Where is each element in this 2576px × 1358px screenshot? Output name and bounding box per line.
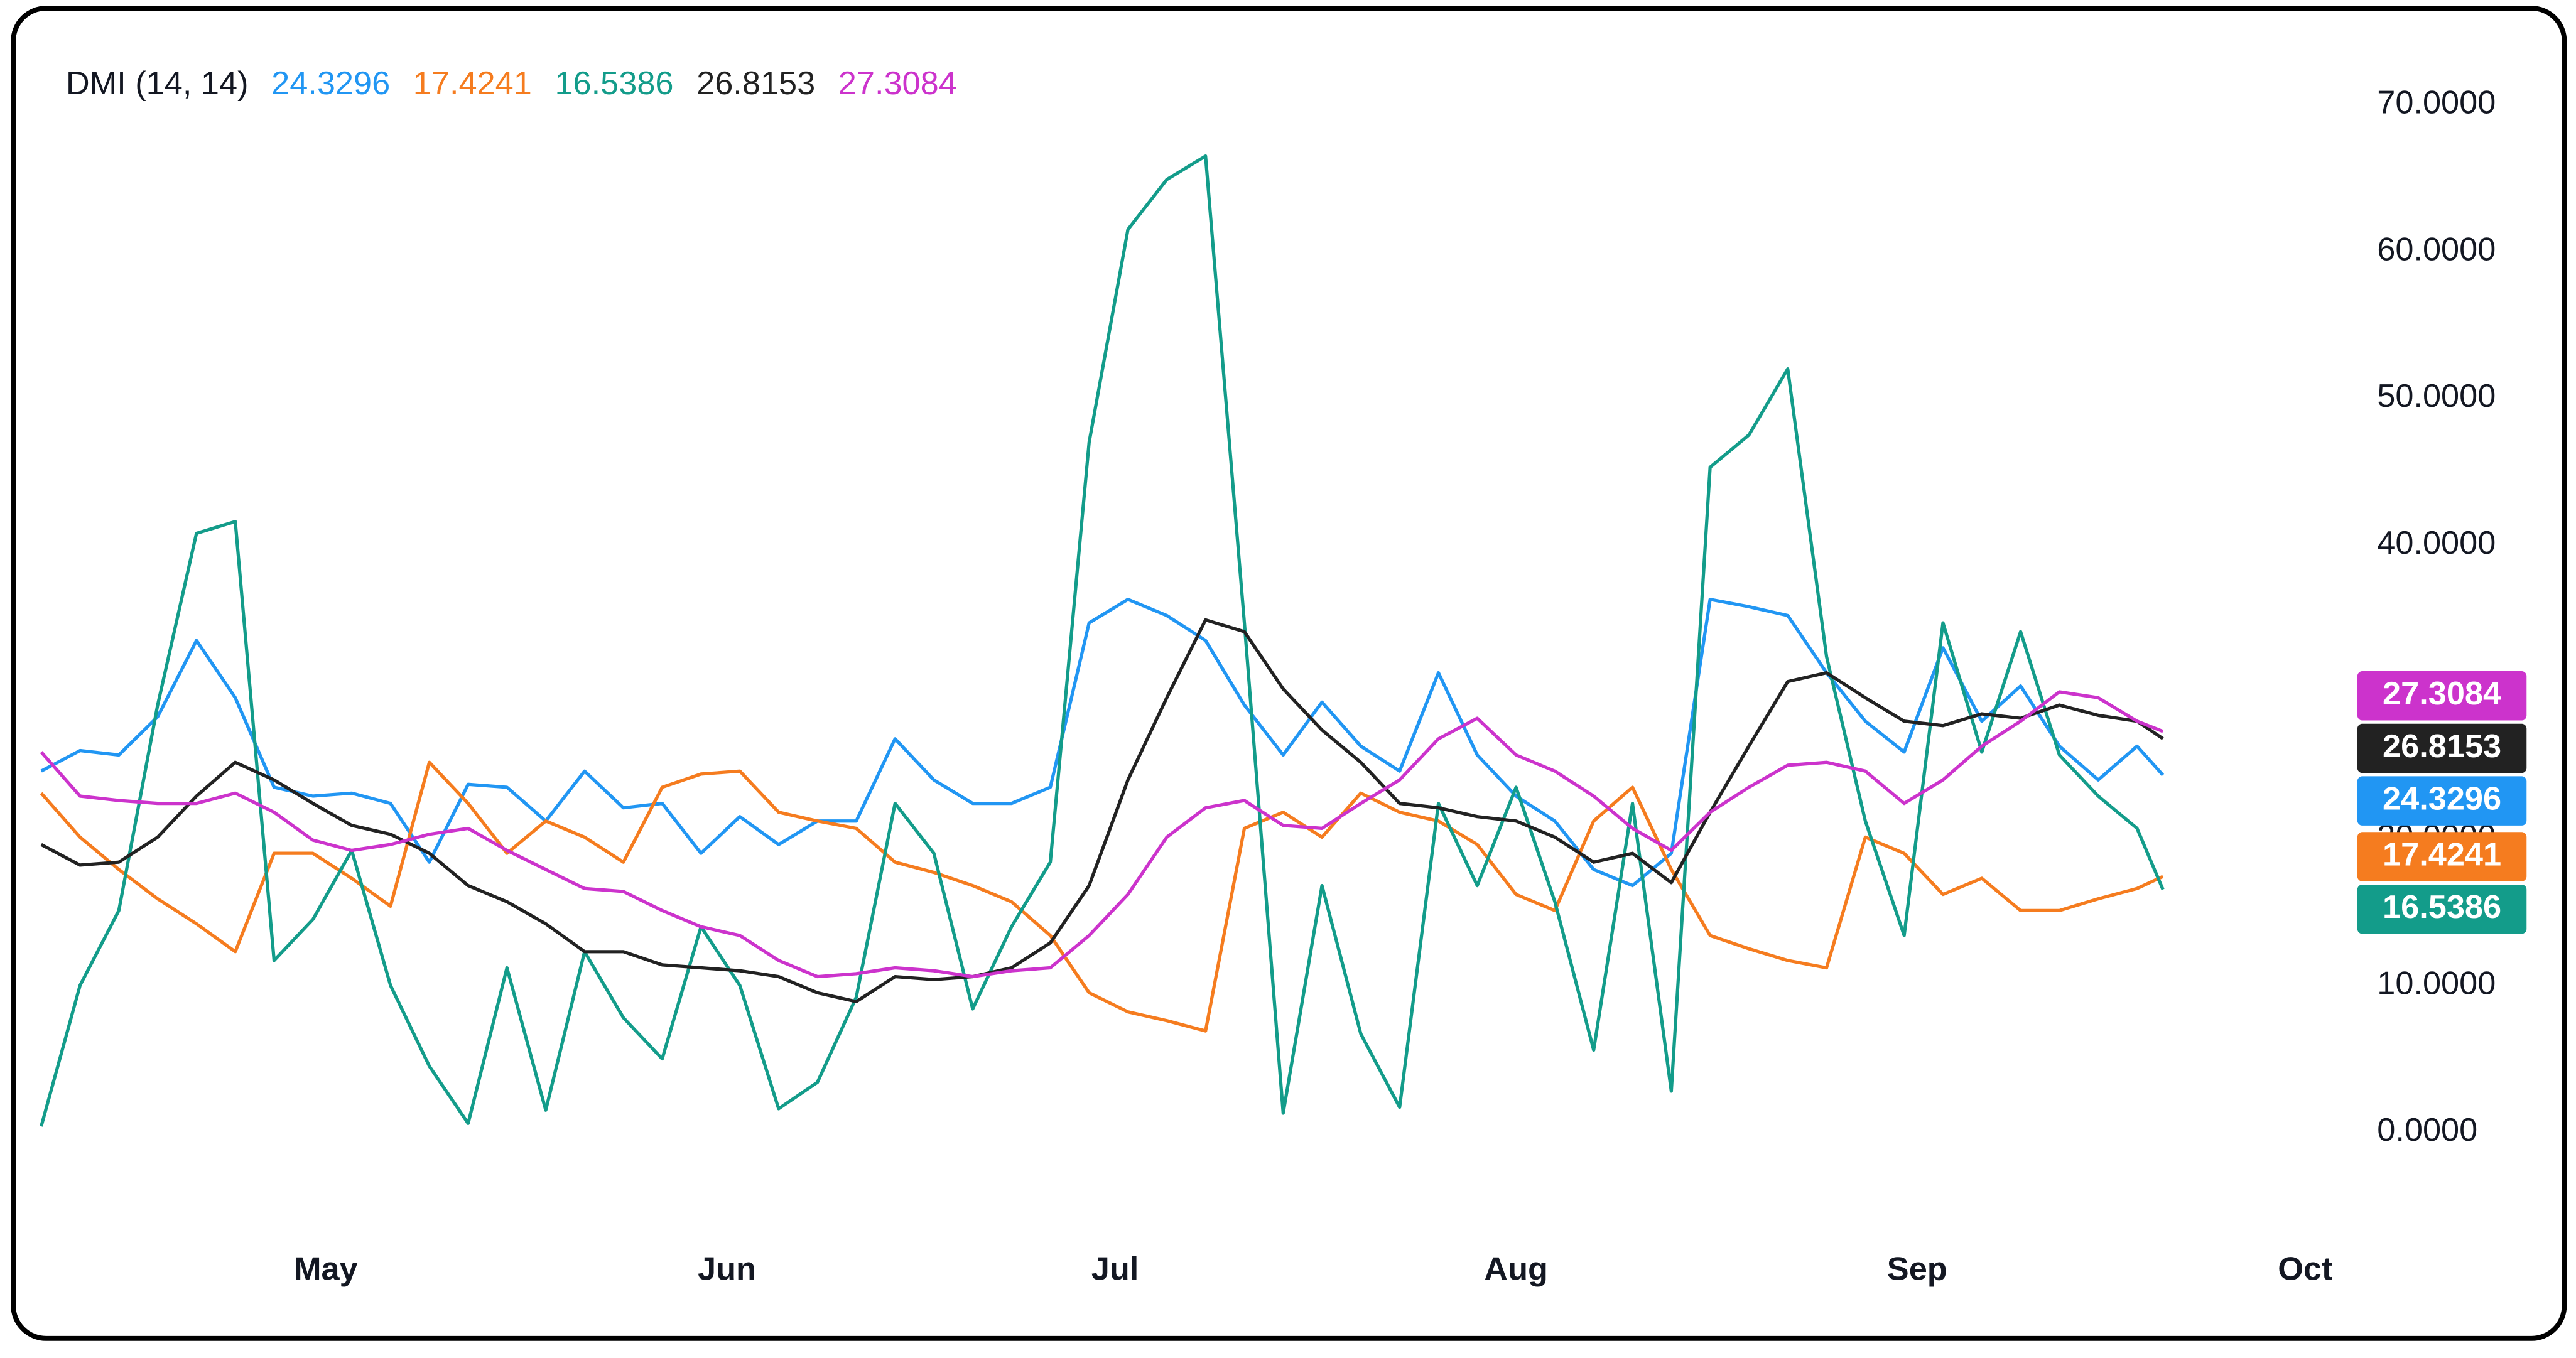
value-badge: [2357, 884, 2527, 934]
y-tick-label: 10.0000: [2377, 965, 2496, 1001]
y-tick-label: 50.0000: [2377, 378, 2496, 414]
series-line: [40, 760, 2164, 1033]
series-line: [40, 598, 2165, 888]
y-tick-label: 40.0000: [2377, 525, 2496, 561]
value-badge-label: 27.3084: [2383, 676, 2501, 712]
x-tick-label: Jul: [1091, 1251, 1139, 1287]
x-tick-label: Jun: [698, 1251, 756, 1287]
frame: [11, 6, 2567, 1341]
value-badge-label: 17.4241: [2383, 836, 2501, 873]
legend-value: 16.5386: [555, 65, 673, 102]
value-badge: [2357, 776, 2527, 826]
legend-value: 24.3296: [271, 65, 390, 102]
x-tick-label: Oct: [2278, 1251, 2332, 1287]
x-tick-label: Aug: [1484, 1251, 1548, 1287]
x-tick-label: May: [294, 1251, 358, 1287]
legend-value: 17.4241: [413, 65, 532, 102]
value-badge: [2357, 671, 2527, 721]
value-badge-label: 26.8153: [2383, 728, 2501, 765]
series-line: [40, 690, 2164, 979]
y-tick-label: 0.0000: [2377, 1112, 2477, 1148]
value-badge: [2357, 832, 2527, 881]
legend-value: 27.3084: [838, 65, 957, 102]
legend-header: DMI (14, 14) 24.3296 17.4241 16.5386 26.815…: [66, 65, 957, 102]
y-tick-label: 70.0000: [2377, 85, 2496, 121]
legend-value: 26.8153: [696, 65, 815, 102]
y-tick-label: 60.0000: [2377, 231, 2496, 267]
series-line: [40, 618, 2164, 1003]
indicator-title: DMI (14, 14): [66, 65, 249, 102]
series-line: [40, 154, 2165, 1127]
value-badge: [2357, 723, 2527, 773]
x-tick-label: Sep: [1887, 1251, 1947, 1287]
plot-area: 0.000010.000020.000030.000040.000050.000…: [40, 85, 2527, 1287]
value-badge-label: 24.3296: [2383, 780, 2501, 817]
value-badge-label: 16.5386: [2383, 889, 2501, 925]
